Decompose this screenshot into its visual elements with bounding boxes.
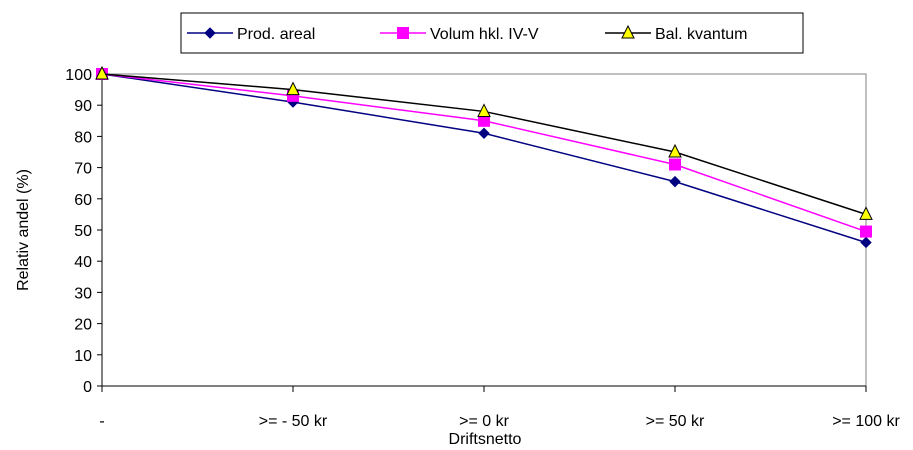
y-axis-label: Relativ andel (%): [15, 169, 32, 291]
legend: Prod. areal Volum hkl. IV-V Bal. kvantum: [180, 12, 804, 54]
y-tick-label: 60: [74, 192, 92, 209]
y-tick-label: 80: [74, 129, 92, 146]
data-point: [669, 175, 681, 188]
y-tick-label: 0: [83, 379, 92, 396]
data-point: [95, 65, 109, 80]
legend-marker: [397, 27, 409, 39]
data-point: [478, 127, 490, 139]
y-tick-label: 20: [74, 317, 92, 334]
y-tick-label: 70: [74, 161, 92, 178]
y-tick-label: 50: [74, 223, 92, 240]
legend-marker: [204, 27, 216, 39]
data-point: [669, 158, 681, 171]
legend-label: Bal. kvantum: [655, 26, 747, 43]
y-tick-label: 40: [74, 254, 92, 271]
y-tick-label: 100: [65, 67, 92, 84]
x-tick-label: >= 0 kr: [459, 413, 509, 430]
y-tick-label: 30: [74, 285, 92, 302]
data-point: [859, 206, 873, 220]
data-point: [860, 225, 872, 238]
data-point: [860, 236, 872, 249]
y-tick-label: 10: [74, 348, 92, 365]
x-tick-label: >= 100 kr: [832, 413, 900, 430]
x-axis-label: Driftsnetto: [449, 431, 522, 448]
legend-label: Volum hkl. IV-V: [430, 26, 539, 43]
x-tick-label: -: [99, 413, 104, 430]
x-tick-label: >= - 50 kr: [259, 413, 328, 430]
legend-box: [180, 12, 804, 54]
data-point: [286, 81, 300, 96]
data-point: [477, 103, 491, 117]
data-point: [668, 143, 682, 158]
data-point: [478, 114, 490, 127]
y-tick-label: 90: [74, 98, 92, 115]
legend-marker: [621, 24, 635, 39]
x-tick-label: >= 50 kr: [646, 413, 705, 430]
legend-label: Prod. areal: [237, 26, 315, 43]
